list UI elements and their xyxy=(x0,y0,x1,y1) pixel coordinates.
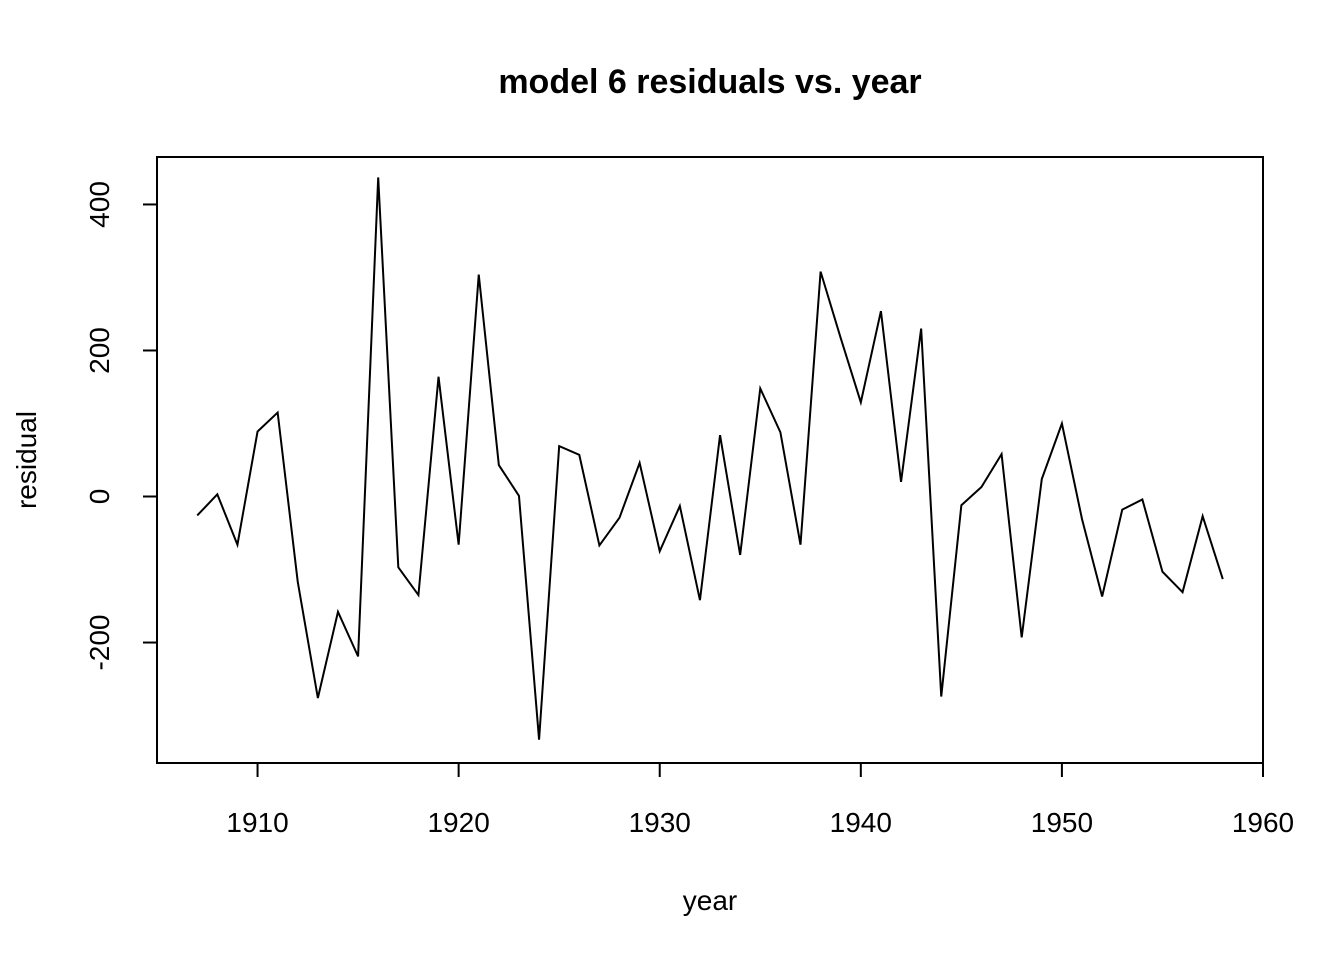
y-tick-label: 400 xyxy=(84,181,115,228)
x-tick-label: 1950 xyxy=(1031,807,1093,838)
x-axis-label: year xyxy=(683,885,737,916)
x-tick-label: 1930 xyxy=(629,807,691,838)
series-layer xyxy=(197,177,1223,739)
series-line xyxy=(197,177,1223,739)
y-tick-label: 200 xyxy=(84,327,115,374)
x-axis: 1910 1920 1930 1940 1950 1960 xyxy=(226,763,1294,838)
x-tick-label: 1910 xyxy=(226,807,288,838)
chart-title: model 6 residuals vs. year xyxy=(498,63,921,101)
x-tick-label: 1960 xyxy=(1232,807,1294,838)
y-axis-label: residual xyxy=(11,411,42,509)
y-tick-label: 0 xyxy=(84,489,115,505)
y-tick-label: -200 xyxy=(84,615,115,671)
x-tick-label: 1920 xyxy=(427,807,489,838)
x-tick-label: 1940 xyxy=(830,807,892,838)
y-axis: -200 0 200 400 xyxy=(84,181,157,670)
